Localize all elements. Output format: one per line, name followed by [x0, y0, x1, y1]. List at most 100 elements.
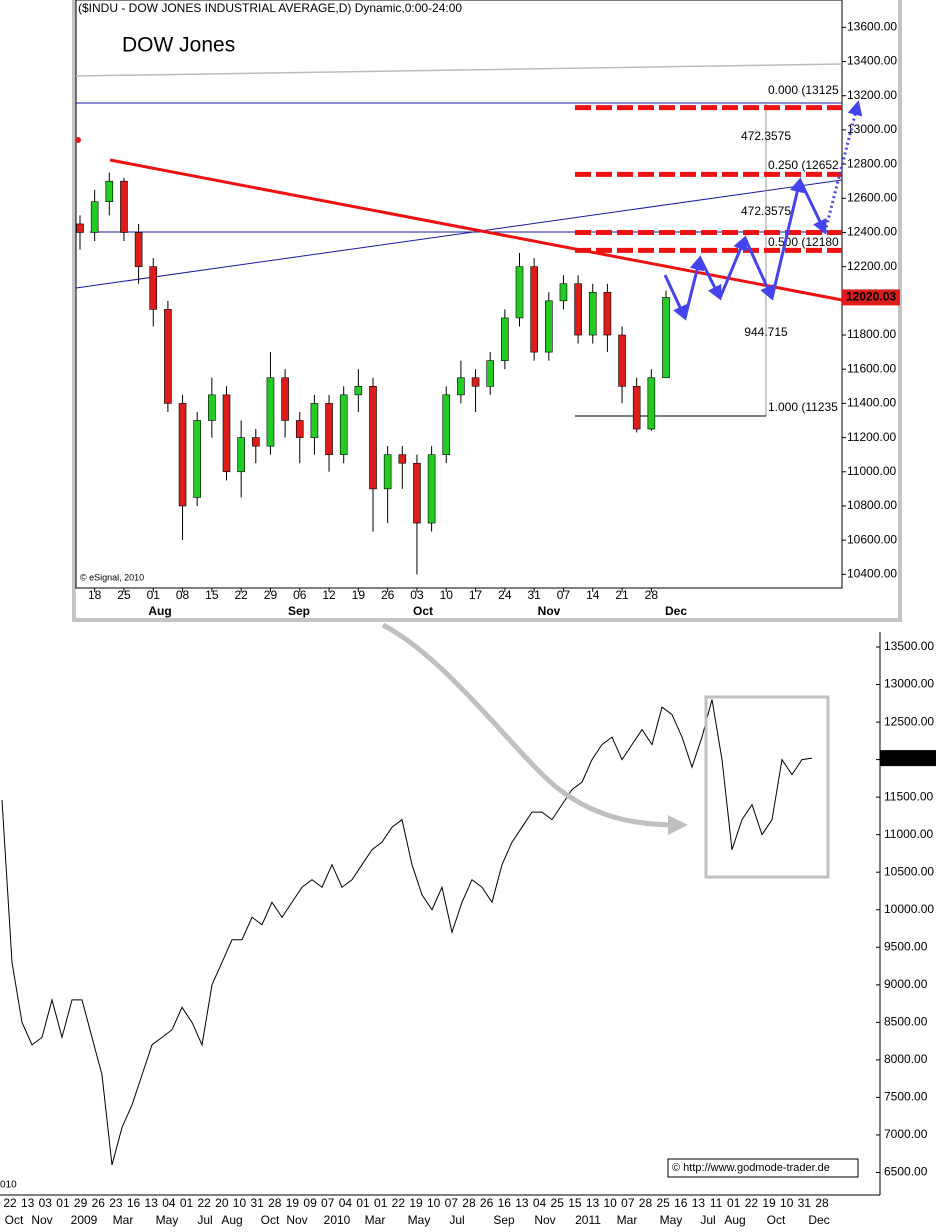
candle-body: [501, 317, 509, 361]
candle-body: [120, 180, 128, 233]
candle-body: [471, 377, 480, 387]
candle-body: [178, 403, 187, 507]
candle-body: [90, 201, 99, 233]
month-label: Aug: [148, 604, 171, 618]
x-tick-label: 16: [127, 1196, 141, 1210]
x-tick-label: 04: [533, 1196, 547, 1210]
candle-body: [149, 266, 158, 310]
projection-arrow: [743, 237, 774, 301]
x-tick-label: 20: [215, 1196, 229, 1210]
x-tick-label: 15: [205, 588, 219, 602]
x-tick-label: 18: [88, 588, 102, 602]
month-label: Aug: [221, 1213, 242, 1227]
y-tick-label: 6500.00: [884, 1165, 928, 1179]
month-label: Sep: [493, 1213, 515, 1227]
month-label: Jul: [700, 1213, 715, 1227]
y-tick-label: 13600.00: [847, 20, 897, 34]
month-label: Nov: [31, 1213, 52, 1227]
x-tick-label: 25: [117, 588, 131, 602]
x-tick-label: 13: [515, 1196, 529, 1210]
candle-body: [413, 462, 421, 524]
candle-body: [486, 360, 495, 387]
chart-title: ($INDU - DOW JONES INDUSTRIAL AVERAGE,D)…: [78, 1, 462, 15]
x-tick-label: 01: [56, 1196, 70, 1210]
x-tick-label: 24: [498, 588, 512, 602]
candle-body: [647, 377, 656, 430]
x-tick-label: 19: [409, 1196, 423, 1210]
month-label: Oct: [261, 1213, 280, 1227]
y-tick-label: 13500.00: [884, 639, 934, 653]
y-tick-label: 13000.00: [884, 677, 934, 691]
x-tick-label: 13: [692, 1196, 706, 1210]
x-tick-label: 15: [568, 1196, 582, 1210]
x-tick-label: 10: [233, 1196, 247, 1210]
x-tick-label: 01: [727, 1196, 741, 1210]
candle-body: [457, 377, 465, 396]
top-chart: ($INDU - DOW JONES INDUSTRIAL AVERAGE,D)…: [75, 1, 900, 618]
x-tick-label: 10: [603, 1196, 617, 1210]
month-label: 2010: [324, 1213, 351, 1227]
x-tick-label: 03: [39, 1196, 53, 1210]
x-tick-label: 31: [798, 1196, 812, 1210]
month-label: Dec: [665, 604, 687, 618]
top-plot-area: [75, 0, 843, 589]
x-tick-label: 28: [462, 1196, 476, 1210]
candle-body: [325, 403, 333, 455]
candle-body: [544, 300, 553, 353]
y-tick-label: 7000.00: [884, 1127, 928, 1141]
x-tick-label: 16: [498, 1196, 512, 1210]
bottom-chart: 6500.00 7000.00 7500.00 8000.00 8500.00 9000.…: [0, 639, 936, 1227]
candle-body: [339, 394, 348, 455]
x-tick-label: 31: [527, 588, 541, 602]
x-tick-label: 29: [264, 588, 278, 602]
source-box: [667, 1158, 859, 1178]
x-tick-label: 04: [162, 1196, 176, 1210]
last-price-box: [842, 289, 900, 306]
x-tick-label: 22: [3, 1196, 17, 1210]
x-tick-label: 19: [762, 1196, 776, 1210]
projection-arrow: [798, 179, 827, 235]
x-tick-label: 07: [557, 588, 571, 602]
month-label: Dec: [808, 1213, 829, 1227]
fib-label: 1.000 (11235: [768, 400, 838, 414]
candle-body: [208, 394, 216, 421]
x-tick-label: 13: [586, 1196, 600, 1210]
y-tick-label: 10400.00: [847, 566, 897, 580]
corner-label: 010: [0, 1180, 17, 1191]
source: © eSignal, 2010: [80, 572, 144, 582]
x-tick-label: 01: [147, 588, 161, 602]
month-label: Nov: [534, 1213, 555, 1227]
y-tick-label: 11500.00: [884, 789, 933, 803]
y-tick-label: 8000.00: [884, 1052, 928, 1066]
y-tick-label: 12600.00: [847, 190, 897, 204]
candle-body: [193, 420, 201, 498]
candle-body: [76, 223, 84, 233]
y-tick-label: 11400.00: [847, 396, 896, 410]
y-tick-label: 11000.00: [884, 827, 933, 841]
x-tick-label: 03: [410, 588, 424, 602]
x-tick-label: 01: [356, 1196, 370, 1210]
x-tick-label: 28: [268, 1196, 282, 1210]
y-tick-label: 8500.00: [884, 1015, 928, 1029]
x-tick-label: 01: [374, 1196, 388, 1210]
candle-body: [427, 454, 436, 524]
x-tick-label: 14: [586, 588, 600, 602]
candle-body: [164, 309, 172, 404]
y-tick-label: 10500.00: [884, 864, 934, 878]
candle-body: [105, 180, 114, 202]
zoom-box: [704, 695, 830, 879]
x-tick-label: 13: [145, 1196, 159, 1210]
month-label: 2009: [71, 1213, 98, 1227]
month-label: Sep: [288, 604, 310, 618]
x-tick-label: 28: [639, 1196, 653, 1210]
x-tick-label: 25: [656, 1196, 670, 1210]
x-tick-label: 08: [176, 588, 190, 602]
y-tick-label: 12500.00: [884, 714, 934, 728]
candle-body: [222, 394, 231, 473]
projection-arrow: [770, 177, 805, 299]
candle-body: [588, 291, 597, 336]
month-label: Nov: [538, 604, 561, 618]
x-tick-label: 22: [745, 1196, 759, 1210]
x-tick-label: 07: [445, 1196, 459, 1210]
month-label: Oct: [767, 1213, 786, 1227]
